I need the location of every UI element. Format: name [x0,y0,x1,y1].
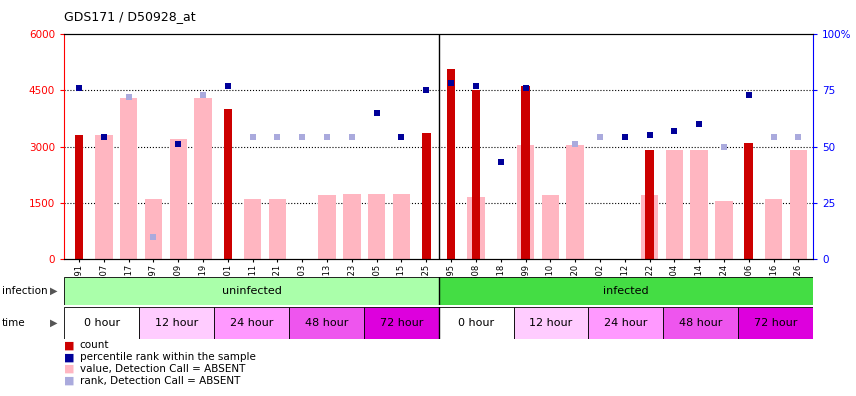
Bar [64,307,139,339]
Text: ■: ■ [64,352,74,362]
Bar [318,196,336,259]
Bar [95,135,112,259]
Bar [269,199,286,259]
Text: 24 hour: 24 hour [604,318,648,328]
Bar [223,109,232,259]
Bar [467,197,484,259]
Bar [447,69,455,259]
Bar [120,98,137,259]
Bar [641,196,658,259]
Text: 12 hour: 12 hour [155,318,199,328]
Bar [343,194,360,259]
Text: ■: ■ [64,364,74,374]
Text: count: count [80,340,109,350]
Text: time: time [2,318,26,328]
Bar [472,90,480,259]
Bar [567,145,584,259]
Bar [691,150,708,259]
Text: rank, Detection Call = ABSENT: rank, Detection Call = ABSENT [80,376,240,386]
Text: value, Detection Call = ABSENT: value, Detection Call = ABSENT [80,364,245,374]
Bar [288,307,364,339]
Text: 12 hour: 12 hour [529,318,573,328]
Bar [364,307,438,339]
Text: GDS171 / D50928_at: GDS171 / D50928_at [64,10,196,23]
Text: 24 hour: 24 hour [229,318,273,328]
Bar [422,133,431,259]
Bar [521,86,530,259]
Bar [645,150,654,259]
Bar [438,277,813,305]
Bar [393,194,410,259]
Bar [214,307,288,339]
Bar [663,307,738,339]
Text: ▶: ▶ [50,318,57,328]
Bar [145,199,162,259]
Bar [139,307,214,339]
Bar [517,145,534,259]
Bar [716,201,733,259]
Text: ■: ■ [64,376,74,386]
Bar [745,143,753,259]
Text: ■: ■ [64,340,74,350]
Text: 0 hour: 0 hour [458,318,494,328]
Bar [588,307,663,339]
Bar [169,139,187,259]
Bar [368,194,385,259]
Bar [789,150,807,259]
Text: 72 hour: 72 hour [754,318,798,328]
Bar [738,307,813,339]
Text: 48 hour: 48 hour [679,318,722,328]
Text: uninfected: uninfected [222,286,282,296]
Bar [64,277,438,305]
Bar [514,307,588,339]
Bar [194,98,211,259]
Bar [438,307,514,339]
Text: percentile rank within the sample: percentile rank within the sample [80,352,255,362]
Bar [666,150,683,259]
Bar [74,135,83,259]
Text: 48 hour: 48 hour [305,318,348,328]
Text: 0 hour: 0 hour [84,318,120,328]
Bar [542,196,559,259]
Text: infection: infection [2,286,47,296]
Text: ▶: ▶ [50,286,57,296]
Text: infected: infected [603,286,649,296]
Text: 72 hour: 72 hour [379,318,423,328]
Bar [765,199,782,259]
Bar [244,199,261,259]
